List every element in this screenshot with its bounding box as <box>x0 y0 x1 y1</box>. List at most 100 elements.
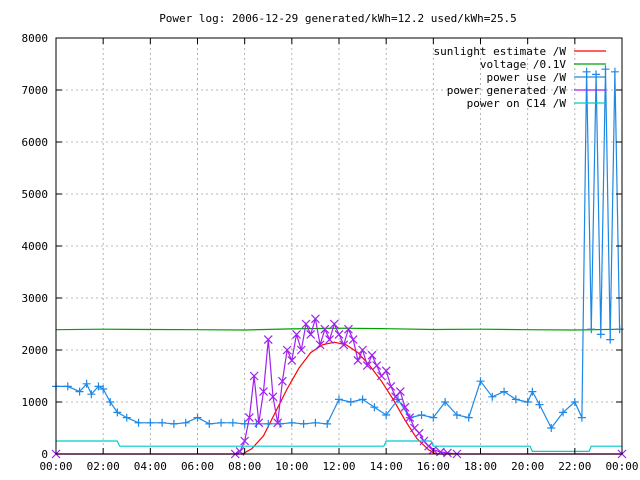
data-point <box>244 413 254 423</box>
data-point <box>570 398 579 406</box>
data-point <box>75 387 84 396</box>
data-point <box>372 361 382 371</box>
data-point <box>299 419 308 428</box>
x-tick-label: 00:00 <box>39 460 72 473</box>
data-point <box>348 335 358 345</box>
data-point <box>535 400 544 409</box>
y-tick-label: 1000 <box>22 396 49 409</box>
x-tick-label: 18:00 <box>464 460 497 473</box>
data-point <box>417 411 426 419</box>
y-tick-label: 7000 <box>22 84 49 97</box>
y-tick-label: 4000 <box>22 240 49 253</box>
series-line <box>56 69 621 430</box>
data-point <box>353 355 363 365</box>
data-point <box>87 390 96 399</box>
legend-label: voltage /0.1V <box>480 58 566 71</box>
data-point <box>181 418 190 427</box>
y-tick-label: 6000 <box>22 136 49 149</box>
data-point <box>63 382 72 391</box>
data-point <box>346 398 355 406</box>
x-tick-label: 04:00 <box>134 460 167 473</box>
data-point <box>523 398 532 406</box>
data-point <box>94 382 103 391</box>
data-point <box>601 65 610 74</box>
data-point <box>452 411 461 419</box>
data-point <box>339 340 349 350</box>
data-point <box>334 329 344 339</box>
data-point <box>146 418 155 427</box>
x-tick-label: 02:00 <box>87 460 120 473</box>
data-point <box>99 385 108 393</box>
data-point <box>344 324 353 334</box>
data-point <box>169 419 178 428</box>
data-point <box>292 329 301 339</box>
data-point <box>134 418 143 427</box>
data-point <box>429 413 438 422</box>
data-point <box>122 413 131 422</box>
data-point <box>106 398 115 406</box>
data-point <box>488 392 497 401</box>
data-point <box>335 395 343 404</box>
data-point <box>441 398 450 406</box>
data-point <box>358 345 368 355</box>
legend-label: power generated /W <box>447 84 567 97</box>
x-tick-label: 10:00 <box>275 460 308 473</box>
data-point <box>424 441 434 451</box>
data-point <box>268 392 278 402</box>
data-point <box>582 67 591 76</box>
data-point <box>323 419 332 428</box>
data-point <box>287 418 296 427</box>
data-point <box>329 319 339 329</box>
chart-title: Power log: 2006-12-29 generated/kWh=12.2… <box>159 12 517 25</box>
data-point <box>254 418 264 428</box>
data-point <box>547 424 556 432</box>
data-point <box>240 419 249 428</box>
data-point <box>301 319 311 329</box>
data-point <box>273 418 283 428</box>
data-point <box>310 314 320 324</box>
series-line <box>56 341 622 455</box>
data-point <box>610 67 619 76</box>
data-point <box>476 377 485 386</box>
y-tick-label: 3000 <box>22 292 49 305</box>
data-point <box>443 448 452 458</box>
x-tick-label: 16:00 <box>417 460 450 473</box>
data-point <box>325 335 334 345</box>
data-point <box>386 381 396 391</box>
data-point <box>320 324 330 334</box>
data-point <box>528 387 537 396</box>
data-point <box>414 428 424 438</box>
data-point <box>464 413 473 422</box>
series-sunlight-estimate-w <box>56 341 622 455</box>
legend-label: sunlight estimate /W <box>434 45 567 58</box>
data-point <box>362 361 372 371</box>
ticks-layer: 00:00 02:00 04:00 06:00 08:00 10:00 12:00 14:00… <box>22 32 639 473</box>
data-point <box>587 325 596 334</box>
data-point <box>205 419 214 428</box>
data-point <box>287 355 297 365</box>
data-point <box>606 335 615 344</box>
data-point <box>264 419 273 428</box>
data-point <box>82 379 91 388</box>
grid-layer <box>56 38 622 454</box>
data-point <box>306 329 316 339</box>
data-point <box>193 413 202 422</box>
data-point <box>259 387 268 397</box>
data-point <box>217 418 226 427</box>
data-point <box>596 330 605 339</box>
series-layer <box>51 65 627 459</box>
data-point <box>367 350 377 360</box>
data-point <box>435 447 445 457</box>
x-tick-label: 00:00 <box>605 460 638 473</box>
data-point <box>381 366 391 376</box>
y-tick-label: 5000 <box>22 188 49 201</box>
data-point <box>113 408 122 417</box>
series-line <box>55 327 623 331</box>
y-tick-label: 8000 <box>22 32 49 45</box>
y-tick-label: 2000 <box>22 344 49 357</box>
data-point <box>228 418 237 427</box>
data-point <box>263 335 273 345</box>
series-power-on-c14-w <box>56 440 622 452</box>
